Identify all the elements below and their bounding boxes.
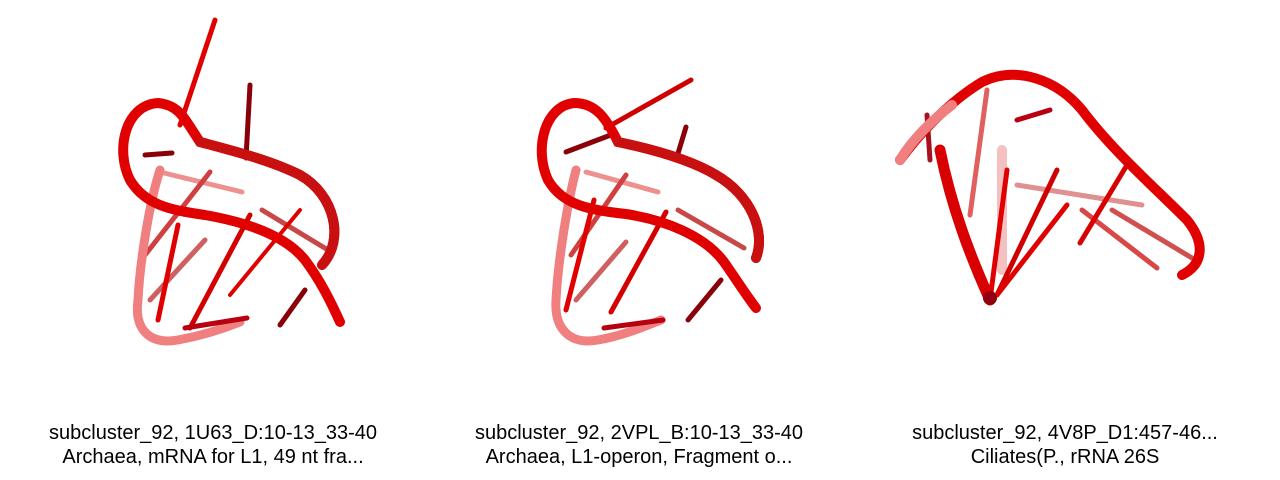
structure-panel-3: subcluster_92, 4V8P_D1:457-46... Ciliate… [852, 0, 1278, 480]
caption-subtitle: Archaea, L1-operon, Fragment o... [485, 446, 793, 468]
caption-title: subcluster_92, 4V8P_D1:457-46... [912, 422, 1218, 444]
caption-subtitle: Ciliates(P., rRNA 26S [970, 446, 1160, 468]
caption-title: subcluster_92, 1U63_D:10-13_33-40 [49, 422, 377, 444]
rna-structure-image-2 [536, 77, 765, 346]
caption-title: subcluster_92, 2VPL_B:10-13_33-40 [474, 422, 803, 444]
structure-caption-1: subcluster_92, 1U63_D:10-13_33-40 Archae… [0, 421, 426, 469]
caption-subtitle: Archaea, mRNA for L1, 49 nt fra... [62, 446, 364, 468]
structure-caption-3: subcluster_92, 4V8P_D1:457-46... Ciliate… [852, 421, 1278, 469]
rna-structure-image-1 [118, 17, 345, 346]
rna-structure-image-3 [895, 69, 1205, 306]
structure-panel-1: subcluster_92, 1U63_D:10-13_33-40 Archae… [0, 0, 426, 480]
structure-caption-2: subcluster_92, 2VPL_B:10-13_33-40 Archae… [426, 421, 852, 469]
structure-panel-2: subcluster_92, 2VPL_B:10-13_33-40 Archae… [426, 0, 852, 480]
